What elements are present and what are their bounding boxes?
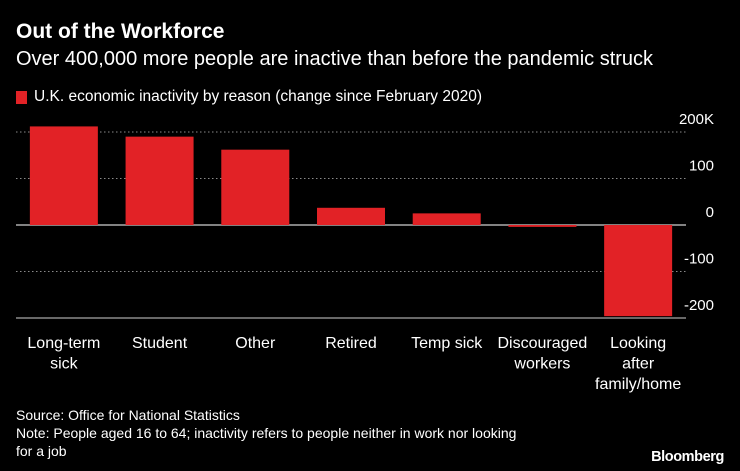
y-tick-label: -100: [684, 251, 714, 268]
bar: [508, 225, 577, 227]
bar: [412, 213, 481, 225]
bloomberg-logo: Bloomberg: [651, 449, 724, 465]
y-tick-label: -200: [684, 297, 714, 314]
methodology-note: Note: People aged 16 to 64; inactivity r…: [16, 425, 517, 441]
bar: [317, 207, 385, 225]
x-category-label: Long-term: [27, 335, 100, 352]
y-tick-label: 0: [706, 204, 714, 221]
y-tick-label: 100: [689, 158, 714, 175]
x-category-label: Looking: [610, 335, 666, 352]
chart-title: Out of the Workforce: [16, 20, 225, 43]
x-category-label: after: [622, 356, 655, 373]
bar: [604, 225, 673, 317]
x-category-label: Retired: [325, 335, 377, 352]
x-category-label: Discouraged: [498, 335, 588, 352]
x-category-label: sick: [50, 356, 79, 373]
bar: [29, 126, 98, 225]
x-category-label: Student: [132, 335, 188, 352]
x-category-label: family/home: [595, 376, 681, 393]
legend-swatch: [16, 90, 27, 104]
methodology-note-continued: for a job: [16, 443, 67, 459]
x-category-label: Temp sick: [411, 335, 483, 352]
chart-legend: U.K. economic inactivity by reason (chan…: [16, 88, 482, 106]
x-category-label: Other: [235, 335, 276, 352]
bar: [125, 136, 194, 225]
chart-subtitle: Over 400,000 more people are inactive th…: [16, 48, 654, 70]
y-tick-label: 200K: [679, 111, 714, 128]
legend-label: U.K. economic inactivity by reason (chan…: [34, 88, 482, 105]
bar: [221, 149, 290, 225]
x-category-label: workers: [513, 356, 570, 373]
source-note: Source: Office for National Statistics: [16, 407, 240, 423]
